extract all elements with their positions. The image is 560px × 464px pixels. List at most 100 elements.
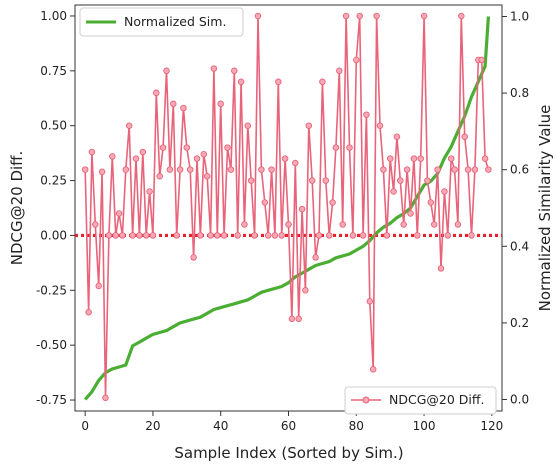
- x-tick-label: 80: [349, 419, 364, 433]
- ndcg-point: [356, 12, 363, 20]
- ndcg-point: [166, 166, 174, 173]
- ndcg-point: [95, 282, 102, 290]
- ndcg-point: [481, 155, 489, 162]
- ndcg-point: [197, 232, 204, 239]
- ndcg-point: [183, 144, 191, 151]
- ndcg-point: [441, 188, 448, 195]
- ndcg-point: [407, 210, 414, 217]
- ndcg-point: [281, 155, 289, 162]
- ndcg-point: [132, 155, 140, 162]
- ndcg-point: [444, 232, 452, 239]
- ndcg-point: [125, 122, 133, 129]
- ndcg-point: [373, 12, 380, 20]
- ndcg-point: [180, 104, 187, 112]
- left-y-axis-title: NDCG@20 Diff.: [8, 151, 26, 266]
- ndcg-point: [386, 155, 394, 162]
- ndcg-point: [247, 177, 255, 184]
- ndcg-point: [234, 232, 241, 239]
- x-tick-label: 120: [480, 419, 503, 433]
- ndcg-point: [346, 144, 353, 151]
- ndcg-point: [231, 67, 238, 75]
- y-tick-label: 0.00: [40, 228, 67, 242]
- ndcg-point: [237, 78, 245, 86]
- ndcg-point: [305, 122, 313, 129]
- ndcg-point: [85, 308, 92, 316]
- ndcg-point: [315, 232, 323, 239]
- ndcg-point: [98, 168, 106, 176]
- y-tick-label: 1.00: [40, 9, 67, 23]
- ndcg-point: [115, 210, 123, 217]
- x-tick-label: 100: [413, 419, 436, 433]
- ndcg-point: [400, 221, 407, 228]
- ndcg-point: [454, 221, 462, 228]
- y-tick-label: 0.25: [40, 174, 67, 188]
- plot-border: [74, 4, 503, 412]
- ndcg-point: [224, 144, 231, 151]
- ndcg-point: [329, 199, 336, 206]
- ndcg-point: [430, 221, 438, 228]
- ndcg-point: [254, 12, 262, 20]
- ndcg-point: [393, 133, 401, 140]
- ndcg-point: [380, 166, 387, 173]
- ndcg-point: [217, 100, 224, 108]
- ndcg-point: [292, 159, 299, 167]
- y2-tick-label: 0.0: [510, 393, 529, 407]
- ndcg-point: [81, 166, 89, 173]
- ndcg-point: [176, 166, 184, 173]
- ndcg-point: [271, 232, 279, 239]
- x-tick-label: 40: [213, 419, 228, 433]
- ndcg-point: [139, 148, 147, 156]
- ndcg-point: [471, 166, 479, 173]
- ndcg-point: [193, 155, 201, 162]
- x-tick-label: 20: [145, 419, 160, 433]
- plot-frame: [74, 4, 503, 412]
- ndcg-point: [342, 12, 350, 20]
- ndcg-point: [146, 188, 153, 195]
- x-tick-label: 60: [281, 419, 296, 433]
- ndcg-point: [458, 12, 465, 20]
- ndcg-point: [410, 155, 418, 162]
- ndcg-point: [264, 232, 272, 239]
- ndcg-point: [268, 166, 275, 173]
- legend-similarity-label: Normalized Sim.: [124, 14, 226, 29]
- legend-ndcg: NDCG@20 Diff.: [344, 386, 497, 415]
- ndcg-point: [298, 205, 306, 213]
- ndcg-point: [366, 298, 374, 305]
- y2-tick-label: 0.4: [510, 239, 529, 253]
- ndcg-point: [207, 232, 214, 239]
- ndcg-point: [244, 122, 252, 129]
- ndcg-point: [339, 221, 346, 228]
- right-y-axis-title: Normalized Similarity Value: [536, 105, 554, 312]
- ndcg-point: [163, 67, 170, 75]
- ndcg-point: [427, 199, 435, 206]
- ndcg-point: [447, 155, 455, 162]
- ndcg-point: [461, 133, 468, 140]
- ndcg-point: [241, 221, 248, 228]
- ndcg-point: [390, 188, 397, 195]
- legend-ndcg-marker: [362, 396, 370, 404]
- ndcg-point: [302, 287, 309, 294]
- ndcg-point: [278, 232, 285, 239]
- ndcg-point: [376, 122, 384, 129]
- ndcg-point: [251, 232, 258, 239]
- x-axis-title: Sample Index (Sorted by Sim.): [174, 444, 403, 462]
- ndcg-point: [319, 78, 326, 86]
- y-tick-label: -0.50: [36, 338, 67, 352]
- legend-similarity: Normalized Sim.: [79, 7, 244, 37]
- ndcg-point: [122, 166, 130, 173]
- ndcg-point: [397, 177, 404, 184]
- ndcg-point: [424, 177, 431, 184]
- y2-tick-label: 1.0: [510, 9, 529, 23]
- ndcg-point: [369, 366, 377, 373]
- legend-box: [79, 7, 244, 37]
- y-tick-label: -0.25: [36, 283, 67, 297]
- legend-box: [344, 386, 497, 415]
- ndcg-point: [159, 144, 167, 151]
- ndcg-point: [485, 166, 492, 173]
- ndcg-point: [261, 199, 269, 206]
- ndcg-point: [434, 166, 441, 173]
- ndcg-point: [349, 232, 357, 239]
- ndcg-point: [353, 56, 360, 64]
- ndcg-point: [417, 155, 424, 162]
